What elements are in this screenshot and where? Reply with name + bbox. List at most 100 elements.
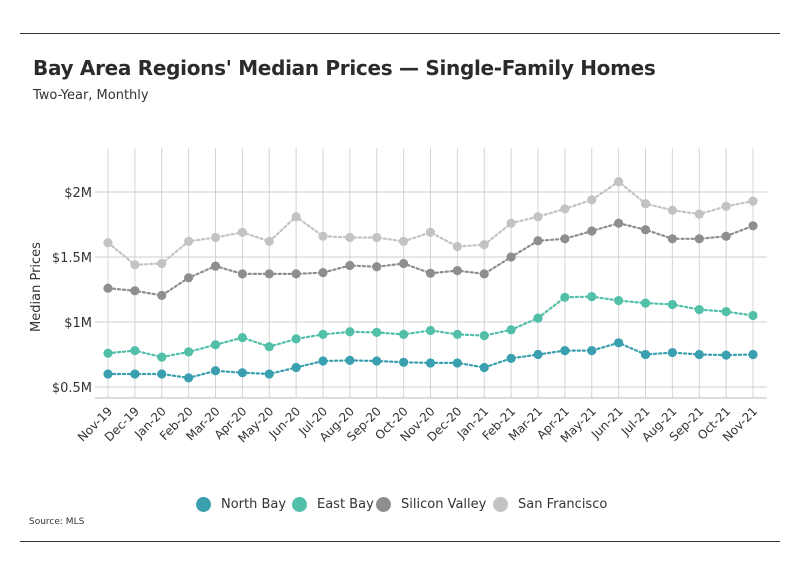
data-point-east-bay (506, 325, 516, 335)
data-point-east-bay (667, 299, 677, 310)
data-point-north-bay (479, 362, 489, 373)
data-point-silicon-valley (237, 269, 247, 279)
y-tick-label: $1M (64, 316, 92, 331)
data-point-north-bay (372, 356, 382, 366)
data-point-east-bay (587, 292, 597, 302)
data-point-san-francisco (372, 232, 382, 243)
data-point-east-bay (130, 346, 140, 356)
data-point-silicon-valley (667, 234, 677, 244)
y-axis-title: Median Prices (29, 242, 44, 332)
data-point-san-francisco (103, 238, 113, 248)
data-point-silicon-valley (587, 226, 597, 236)
data-point-silicon-valley (210, 261, 221, 271)
data-point-east-bay (184, 347, 194, 357)
data-point-north-bay (721, 350, 731, 360)
data-point-north-bay (587, 346, 597, 356)
legend-label: East Bay (317, 496, 374, 512)
data-point-san-francisco (345, 232, 355, 243)
legend-item-east-bay: East Bay (292, 494, 374, 514)
data-point-east-bay (372, 327, 382, 337)
data-point-san-francisco (748, 196, 758, 206)
data-point-silicon-valley (264, 269, 274, 279)
data-point-san-francisco (560, 204, 570, 214)
top-rule (20, 33, 780, 34)
source-note: Source: MLS (29, 517, 85, 527)
data-point-silicon-valley (560, 234, 570, 244)
y-tick-label: $0.5M (52, 381, 92, 396)
data-point-north-bay (748, 349, 758, 360)
legend-label: Silicon Valley (401, 496, 487, 512)
data-point-san-francisco (184, 236, 194, 246)
data-point-north-bay (694, 349, 704, 360)
data-point-east-bay (399, 329, 409, 339)
legend-swatch (196, 496, 211, 512)
data-point-san-francisco (291, 212, 301, 222)
data-point-silicon-valley (694, 234, 704, 244)
data-point-san-francisco (479, 240, 489, 250)
data-point-east-bay (264, 342, 274, 352)
data-point-silicon-valley (345, 260, 355, 271)
data-point-san-francisco (425, 227, 436, 237)
data-point-silicon-valley (721, 231, 731, 241)
data-point-north-bay (667, 347, 677, 358)
data-point-east-bay (425, 325, 436, 336)
data-point-north-bay (130, 369, 140, 379)
data-point-north-bay (210, 366, 221, 376)
data-point-san-francisco (640, 199, 651, 209)
data-point-east-bay (452, 329, 462, 339)
data-point-north-bay (264, 369, 274, 379)
chart-title: Bay Area Regions' Median Prices — Single… (33, 56, 656, 80)
data-point-north-bay (345, 355, 355, 365)
data-point-san-francisco (399, 236, 409, 246)
legend-swatch (376, 496, 391, 512)
data-point-north-bay (640, 349, 651, 360)
data-point-san-francisco (533, 212, 543, 222)
data-point-north-bay (103, 369, 113, 379)
data-point-east-bay (157, 352, 167, 362)
data-point-north-bay (452, 358, 462, 368)
data-point-silicon-valley (533, 236, 543, 246)
data-point-san-francisco (130, 260, 140, 270)
data-point-east-bay (318, 329, 328, 339)
data-point-silicon-valley (291, 269, 301, 279)
legend-swatch (292, 496, 307, 512)
data-point-san-francisco (587, 195, 597, 205)
data-point-north-bay (237, 368, 247, 378)
data-point-san-francisco (264, 236, 274, 246)
data-point-north-bay (291, 362, 301, 373)
y-tick-label: $1.5M (52, 251, 92, 266)
data-point-san-francisco (157, 258, 167, 269)
data-point-east-bay (614, 295, 624, 306)
data-point-east-bay (694, 305, 704, 315)
data-point-north-bay (560, 346, 570, 356)
chart-subtitle: Two-Year, Monthly (33, 88, 149, 103)
data-point-silicon-valley (130, 286, 140, 296)
data-point-east-bay (103, 348, 113, 358)
data-point-san-francisco (721, 201, 731, 211)
data-point-silicon-valley (399, 258, 409, 269)
data-point-east-bay (291, 334, 301, 344)
data-point-san-francisco (318, 231, 328, 241)
data-point-east-bay (210, 340, 221, 350)
data-point-san-francisco (614, 177, 624, 187)
data-point-san-francisco (667, 205, 677, 215)
data-point-north-bay (533, 349, 543, 360)
data-point-north-bay (399, 357, 409, 367)
data-point-east-bay (640, 298, 651, 308)
data-point-silicon-valley (640, 225, 651, 235)
data-point-north-bay (318, 356, 328, 366)
data-point-silicon-valley (103, 283, 113, 293)
data-point-san-francisco (506, 218, 516, 228)
data-point-east-bay (533, 313, 543, 323)
data-point-san-francisco (694, 209, 704, 219)
data-point-silicon-valley (748, 221, 758, 231)
data-point-east-bay (479, 331, 489, 341)
data-point-san-francisco (237, 227, 247, 237)
data-point-san-francisco (452, 242, 462, 252)
data-point-north-bay (425, 358, 436, 368)
legend-item-silicon-valley: Silicon Valley (376, 494, 486, 514)
bottom-rule (20, 541, 780, 542)
data-point-east-bay (721, 307, 731, 317)
data-point-north-bay (157, 369, 167, 379)
